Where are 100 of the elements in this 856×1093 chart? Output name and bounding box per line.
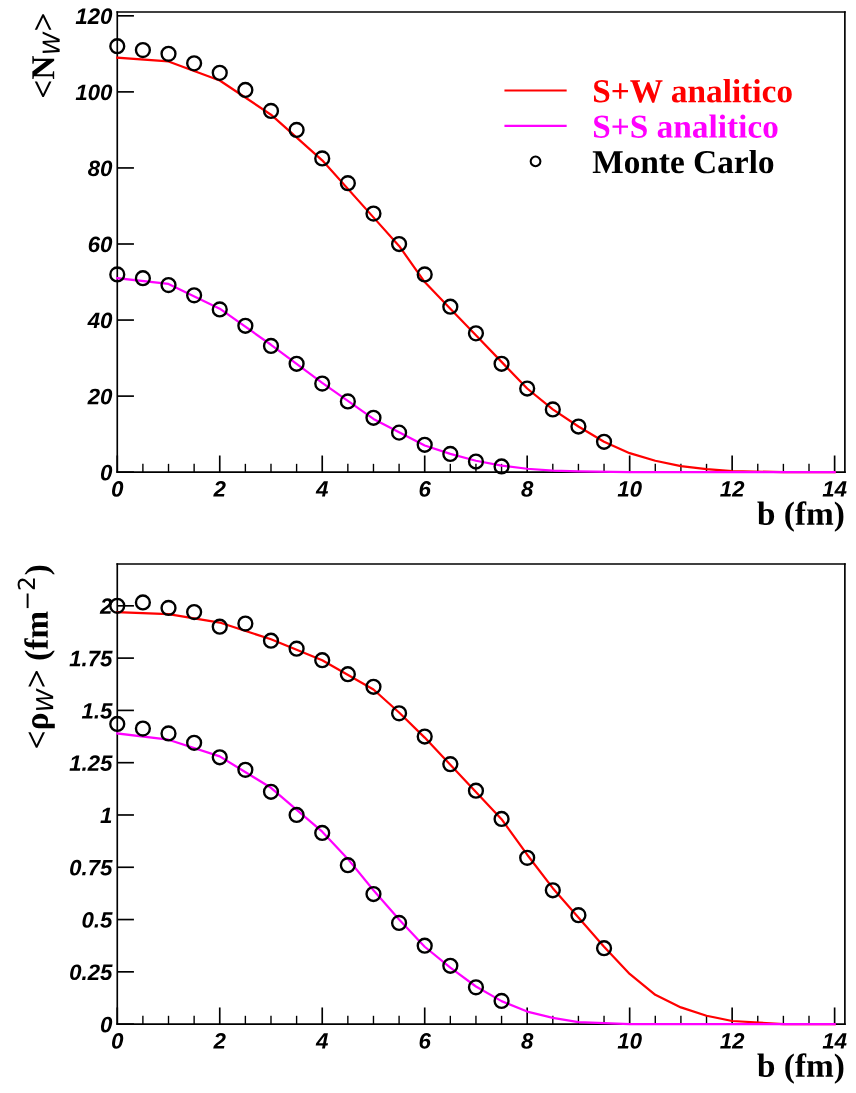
legend-label: S+S analitico xyxy=(593,114,778,138)
point xyxy=(493,458,510,475)
point xyxy=(493,992,510,1010)
point xyxy=(416,436,433,453)
point xyxy=(160,276,177,294)
x-tick-label: 12 xyxy=(720,481,745,497)
point xyxy=(493,810,510,828)
point xyxy=(211,301,228,318)
point xyxy=(288,640,305,657)
point xyxy=(237,615,254,632)
point xyxy=(570,907,587,924)
x-tick-label: 0 xyxy=(112,481,124,497)
x-tick-label: 14 xyxy=(822,481,847,497)
y-tick-label: 0.75 xyxy=(70,859,113,876)
point xyxy=(595,940,613,957)
point xyxy=(314,375,331,392)
point xyxy=(314,652,331,669)
legend-label: Monte Carlo xyxy=(592,149,774,174)
point xyxy=(262,102,280,120)
point xyxy=(339,857,356,874)
point xyxy=(493,355,510,372)
point xyxy=(467,325,485,342)
point xyxy=(416,266,433,283)
x-tick-label: 4 xyxy=(315,481,329,497)
y-tick-label: 1 xyxy=(100,807,112,824)
point xyxy=(160,599,177,617)
point xyxy=(442,298,459,315)
point xyxy=(365,678,382,695)
point xyxy=(160,45,177,62)
point xyxy=(365,885,382,903)
point xyxy=(160,725,177,742)
x-tick-label: 0 xyxy=(112,1033,124,1049)
point xyxy=(211,618,228,635)
x-tick-label: 10 xyxy=(617,481,642,497)
point xyxy=(262,337,280,355)
y-tick-label: 0.5 xyxy=(82,912,113,928)
y-tick-label: 0.25 xyxy=(70,964,113,981)
x-tick-label: 12 xyxy=(720,1033,745,1049)
y-tick-label: 20 xyxy=(87,388,113,405)
point xyxy=(288,121,305,139)
point xyxy=(467,979,485,996)
point xyxy=(519,380,536,397)
x-tick-label: 4 xyxy=(315,1033,329,1049)
y-tick-label: 60 xyxy=(88,236,113,253)
point xyxy=(595,433,613,450)
x-axis-title: b (fm) xyxy=(757,1053,844,1084)
y-tick-label: 0 xyxy=(100,1016,113,1033)
x-tick-label: 2 xyxy=(213,1033,226,1049)
x-tick-label: 10 xyxy=(617,1033,642,1049)
point xyxy=(390,705,408,722)
point xyxy=(339,393,356,410)
point xyxy=(519,849,536,866)
y-tick-label: 1.5 xyxy=(81,703,113,719)
point xyxy=(134,41,152,59)
point xyxy=(570,418,587,435)
point xyxy=(339,175,356,192)
point xyxy=(442,445,459,463)
point xyxy=(442,756,459,773)
x-axis-title: b (fm) xyxy=(757,501,844,532)
legend-label: S+W analitico xyxy=(593,79,792,103)
x-tick-label: 14 xyxy=(822,1033,847,1049)
point xyxy=(186,55,203,72)
point xyxy=(262,632,280,649)
y-tick-label: 0 xyxy=(100,464,113,481)
point xyxy=(339,666,356,683)
point xyxy=(288,355,305,372)
point xyxy=(262,783,280,800)
point xyxy=(442,957,459,974)
point xyxy=(237,81,254,99)
x-tick-label: 2 xyxy=(213,481,226,497)
point xyxy=(416,937,433,954)
point xyxy=(390,424,408,441)
point xyxy=(390,914,408,932)
point xyxy=(134,594,152,611)
point xyxy=(467,782,485,799)
y-tick-label: 40 xyxy=(87,312,113,329)
point xyxy=(314,824,331,842)
point xyxy=(544,401,561,418)
x-tick-label: 8 xyxy=(521,1033,534,1049)
x-tick-label: 6 xyxy=(419,1033,432,1049)
point xyxy=(186,734,203,751)
y-tick-label: 120 xyxy=(75,8,113,25)
x-tick-label: 6 xyxy=(419,481,432,497)
y-tick-label: 100 xyxy=(75,84,113,101)
point xyxy=(237,761,254,778)
y-tick-label: 80 xyxy=(87,160,113,177)
point xyxy=(237,317,254,334)
x-tick-label: 8 xyxy=(521,481,534,497)
y-tick-label: 1.75 xyxy=(69,650,113,667)
point xyxy=(109,38,126,55)
point xyxy=(211,64,228,81)
point xyxy=(109,266,126,283)
point xyxy=(134,720,152,737)
point xyxy=(186,603,203,621)
point xyxy=(467,453,485,470)
y-axis-title: <ρ$_{W}$> (fm$^{−2}$) xyxy=(17,565,55,748)
y-axis-title: <N$_{W}$> xyxy=(32,14,60,98)
point xyxy=(186,287,203,304)
y-tick-label: 1.25 xyxy=(69,755,113,771)
point xyxy=(365,205,382,222)
